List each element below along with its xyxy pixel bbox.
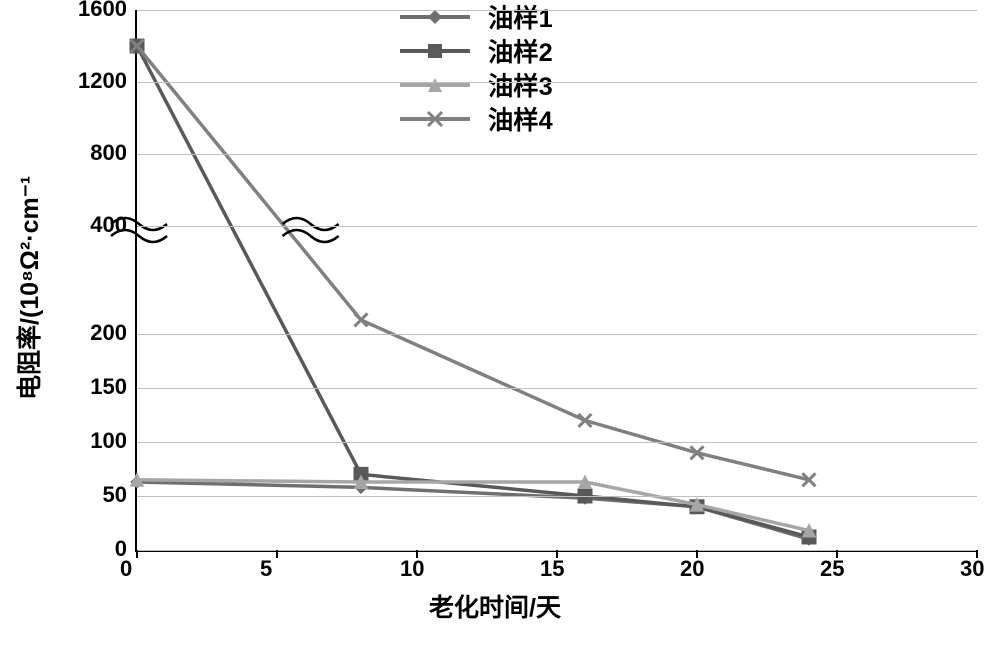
x-tick-mark: [276, 550, 278, 558]
y-tick-label: 200: [90, 320, 127, 346]
y-tick-label: 1200: [78, 68, 127, 94]
series-line: [137, 480, 809, 531]
series-line: [137, 46, 809, 480]
series-marker: [578, 489, 592, 503]
x-tick-label: 15: [540, 556, 564, 582]
y-tick-label: 1600: [78, 0, 127, 22]
series-marker: [355, 313, 368, 326]
y-tick-label: 800: [90, 140, 127, 166]
x-tick-label: 10: [400, 556, 424, 582]
chart-container: 油样1油样2油样3油样4 老化时间/天 电阻率/(10⁸Ω²·cm⁻¹ 0501…: [0, 0, 1000, 651]
plot-area: [135, 10, 977, 552]
series-svg: [137, 10, 977, 550]
x-tick-mark: [136, 550, 138, 558]
y-tick-label: 100: [90, 428, 127, 454]
y-tick-label: 50: [103, 482, 127, 508]
x-tick-label: 0: [120, 556, 132, 582]
y-tick-label: 150: [90, 374, 127, 400]
x-tick-label: 25: [820, 556, 844, 582]
x-tick-label: 5: [260, 556, 272, 582]
y-tick-label: 400: [90, 212, 127, 238]
axis-break-mark: [283, 218, 339, 242]
x-tick-label: 20: [680, 556, 704, 582]
y-axis-label: 电阻率/(10⁸Ω²·cm⁻¹: [10, 176, 46, 400]
x-tick-label: 30: [960, 556, 984, 582]
x-axis-label: 老化时间/天: [429, 588, 561, 624]
series-line: [137, 46, 809, 537]
